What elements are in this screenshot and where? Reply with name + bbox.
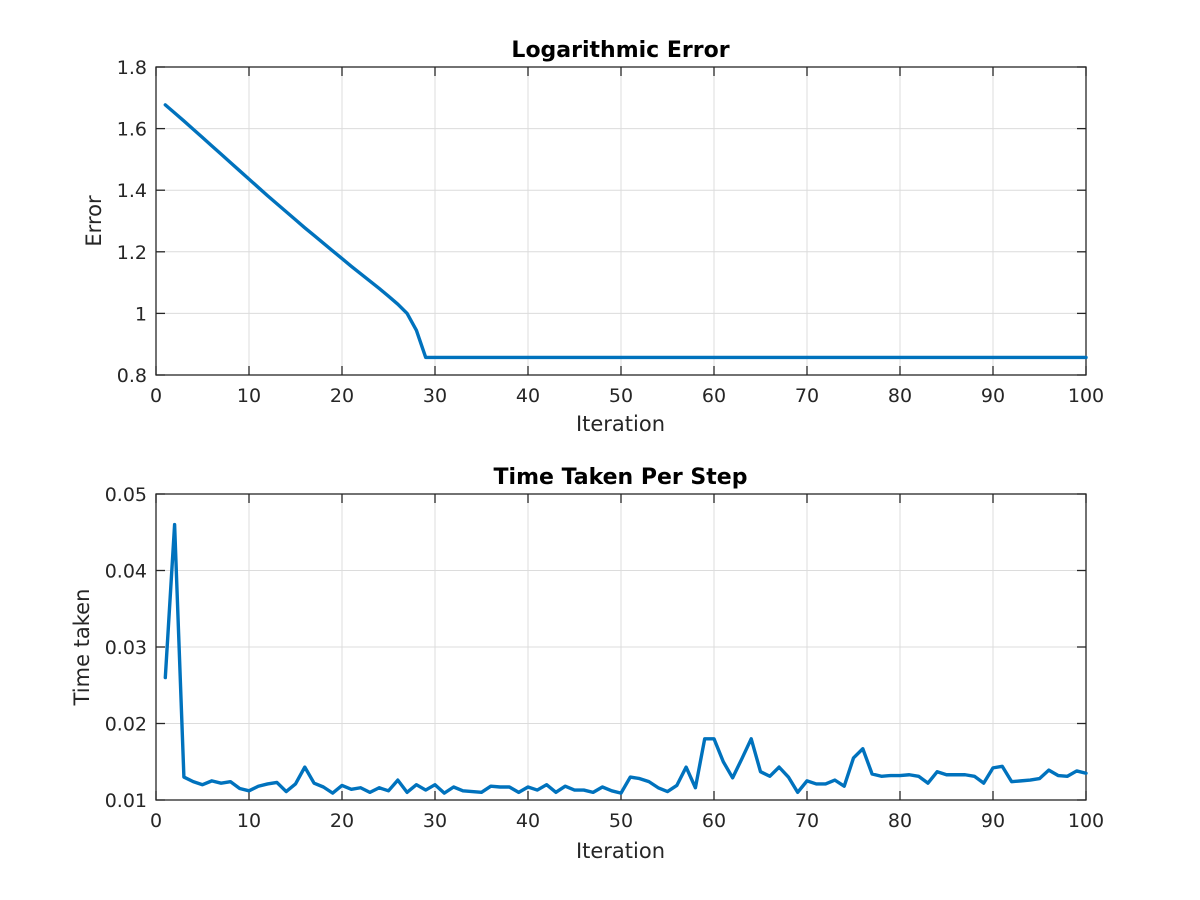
series-line (163, 103, 1088, 360)
y-axis-label: Time taken (70, 589, 94, 707)
x-tick-label: 70 (795, 810, 819, 832)
x-axis-label: Iteration (576, 412, 665, 436)
x-tick-label: 20 (330, 385, 354, 407)
x-tick-label: 20 (330, 810, 354, 832)
x-tick-label: 60 (702, 810, 726, 832)
x-axis-label: Iteration (576, 839, 665, 863)
y-tick-label: 1 (135, 303, 147, 325)
y-tick-label: 0.05 (105, 484, 147, 506)
y-tick-label: 1.6 (117, 119, 147, 141)
x-tick-label: 50 (609, 810, 633, 832)
y-tick-label: 1.2 (117, 242, 147, 264)
plot-title: Logarithmic Error (511, 38, 729, 63)
x-tick-label: 80 (888, 385, 912, 407)
x-tick-label: 10 (237, 385, 261, 407)
plot-title: Time Taken Per Step (494, 465, 748, 490)
grid-lines (156, 494, 1086, 800)
grid-lines (156, 67, 1086, 375)
y-tick-label: 0.01 (105, 790, 147, 812)
y-axis-label: Error (82, 195, 106, 247)
series-line (163, 522, 1088, 795)
tick-labels: 0 10 20 30 40 50 60 70 80 90 100 0.8 1 1.2 1.4 1.6 1.8 (117, 57, 1104, 407)
y-tick-label: 0.02 (105, 714, 147, 736)
x-tick-label: 90 (981, 385, 1005, 407)
tick-labels: 0 10 20 30 40 50 60 70 80 90 100 0.01 0.02 0.03 0.04 0.… (105, 484, 1104, 832)
y-tick-label: 0.8 (117, 365, 147, 387)
x-tick-label: 100 (1068, 385, 1104, 407)
x-tick-label: 40 (516, 385, 540, 407)
x-tick-label: 50 (609, 385, 633, 407)
x-tick-label: 60 (702, 385, 726, 407)
x-tick-label: 70 (795, 385, 819, 407)
x-tick-label: 10 (237, 810, 261, 832)
error-plot: Logarithmic Error Iteration Error 0 10 20 3… (82, 38, 1104, 436)
y-tick-label: 0.03 (105, 637, 147, 659)
x-tick-label: 0 (150, 810, 162, 832)
x-tick-label: 90 (981, 810, 1005, 832)
x-tick-label: 40 (516, 810, 540, 832)
x-tick-label: 80 (888, 810, 912, 832)
time-plot: Time Taken Per Step Iteration Time taken… (70, 465, 1104, 863)
x-tick-label: 0 (150, 385, 162, 407)
x-tick-label: 30 (423, 385, 447, 407)
x-tick-label: 30 (423, 810, 447, 832)
tick-marks (155, 66, 1087, 376)
y-tick-label: 1.4 (117, 180, 147, 202)
y-tick-label: 1.8 (117, 57, 147, 79)
y-tick-label: 0.04 (105, 561, 147, 583)
x-tick-label: 100 (1068, 810, 1104, 832)
